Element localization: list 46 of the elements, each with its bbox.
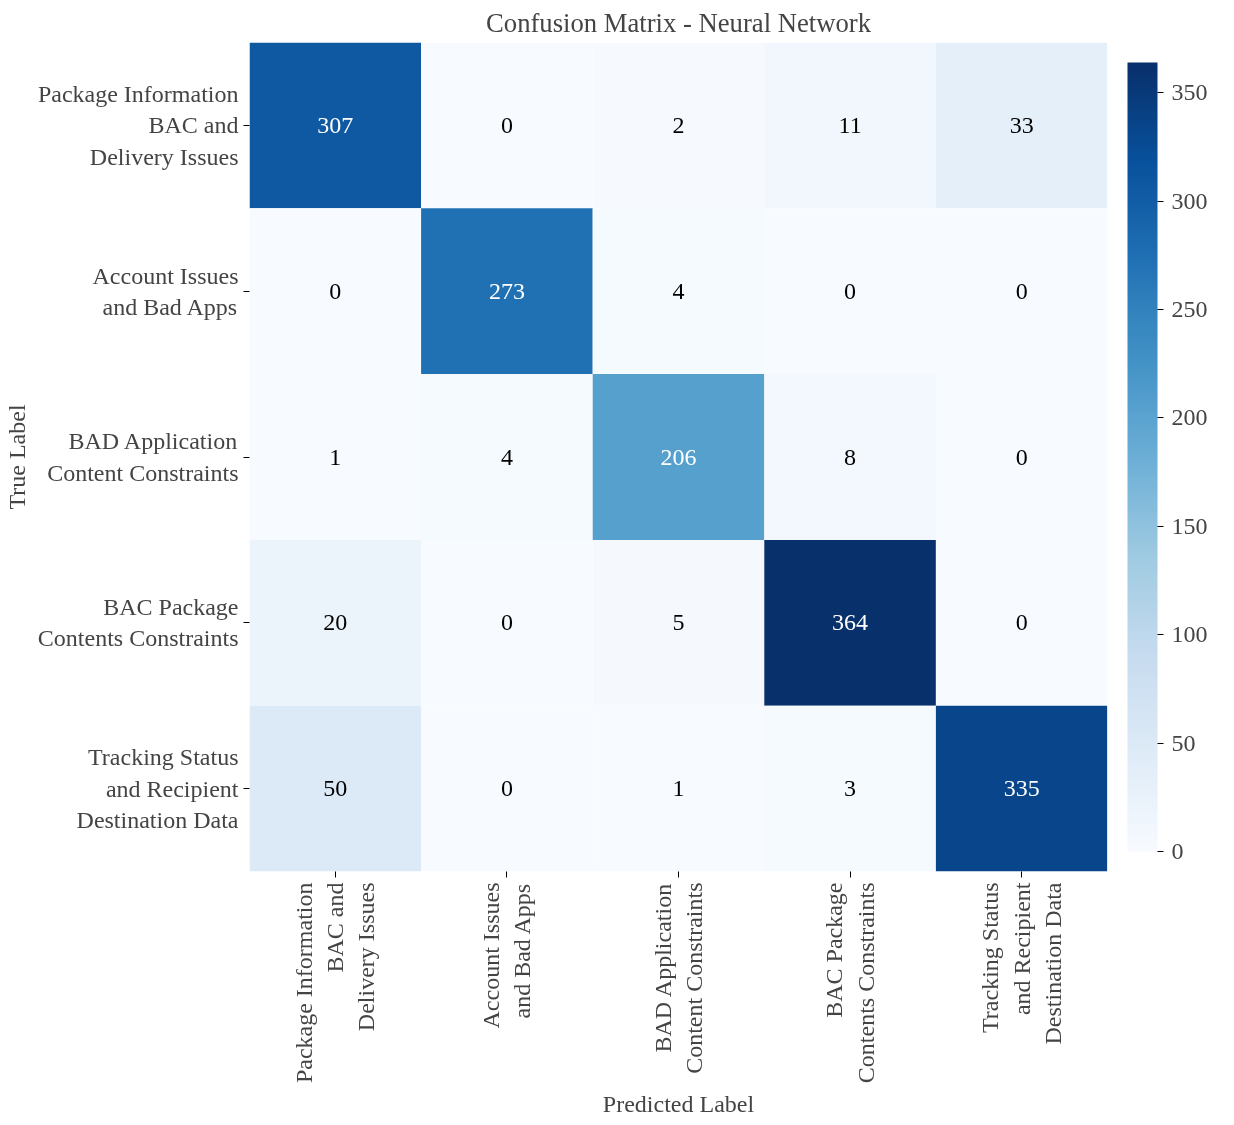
data-label: 0: [329, 277, 342, 304]
data-label: 0: [844, 277, 857, 304]
y-tick-label: Account Issues and Bad Apps: [92, 262, 239, 320]
data-label: 8: [844, 443, 857, 470]
y-tick-label: BAC Package Contents Constraints: [37, 594, 239, 652]
y-tick-label: Package Information BAC and Delivery Issues: [37, 81, 239, 170]
data-label: 206: [660, 443, 697, 470]
data-label: 1: [329, 443, 342, 470]
chart-title: Confusion Matrix - Neural Network: [486, 7, 872, 38]
x-tick-label: Account Issues and Bad Apps: [478, 882, 536, 1029]
data-label: 0: [1015, 443, 1028, 470]
color-bar-label: 300: [1171, 187, 1208, 214]
x-tick-label: BAD Application Content Constraints: [649, 882, 708, 1074]
data-label: 0: [500, 111, 513, 138]
data-label: 0: [1015, 277, 1028, 304]
data-label: 50: [323, 775, 348, 802]
data-label: 3: [844, 775, 857, 802]
data-label: 11: [838, 111, 862, 138]
x-tick-label: Package Information BAC and Delivery Issues: [291, 882, 380, 1084]
data-label: 5: [672, 609, 685, 636]
data-label: 307: [317, 111, 354, 138]
data-label: 2: [672, 111, 685, 138]
data-label: 4: [500, 443, 513, 470]
data-label: 1: [672, 775, 685, 802]
color-bar-label: 150: [1171, 512, 1208, 539]
data-label: 0: [1015, 609, 1028, 636]
color-bar-label: 0: [1171, 838, 1184, 864]
data-label: 364: [832, 609, 869, 636]
data-label: 4: [672, 277, 685, 304]
x-axis-title: Predicted Label: [602, 1091, 755, 1118]
data-label: 273: [488, 277, 525, 304]
data-label: 0: [500, 609, 513, 636]
y-tick-label: BAD Application Content Constraints: [47, 428, 239, 486]
color-bar-label: 100: [1171, 621, 1208, 648]
data-label: 0: [500, 775, 513, 802]
y-tick-label: Tracking Status and Recipient Destination Data: [76, 744, 239, 833]
data-label: 335: [1003, 775, 1040, 802]
y-axis-title: True Label: [3, 404, 30, 510]
x-tick-label: BAC Package Contents Constraints: [821, 882, 879, 1084]
x-tick-label: Tracking Status and Recipient Destination Data: [977, 882, 1066, 1045]
color-bar-label: 50: [1171, 729, 1196, 756]
data-label: 20: [323, 609, 348, 636]
data-label: 33: [1009, 111, 1034, 138]
color-bar-label: 200: [1171, 404, 1208, 431]
color-bar-label: 250: [1171, 296, 1208, 323]
color-bar-label: 350: [1171, 79, 1208, 106]
